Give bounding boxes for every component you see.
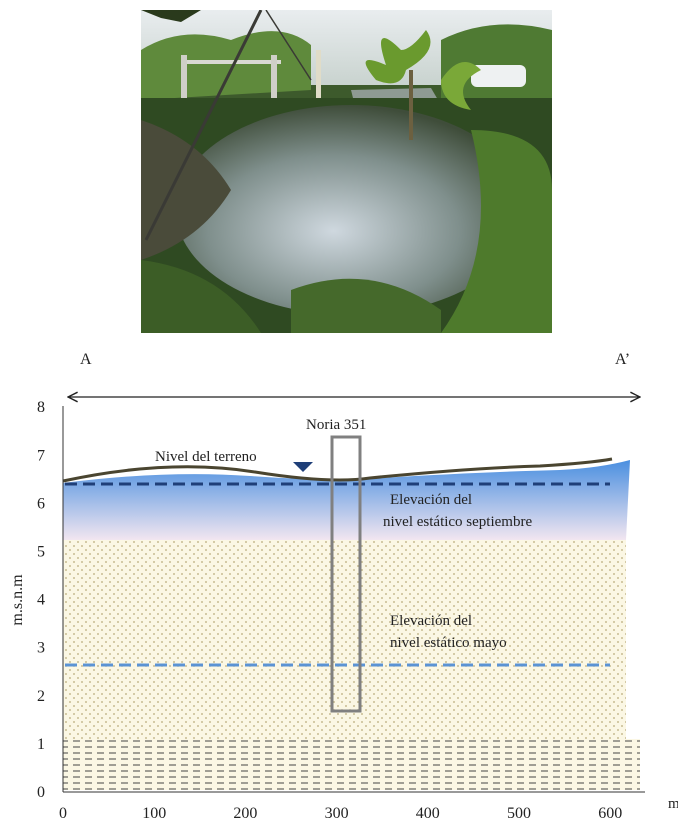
x-tick-label: 500 [507, 805, 531, 822]
well-label: Noria 351 [306, 417, 366, 433]
sand-layer [63, 540, 626, 739]
y-tick-labels: 0 1 2 3 4 5 6 7 8 [37, 399, 45, 801]
september-label-line1: Elevación del [390, 492, 472, 508]
y-tick-label: 1 [37, 736, 45, 753]
y-tick-label: 5 [37, 544, 45, 561]
y-tick-label: 0 [37, 784, 45, 801]
september-label-line2: nivel estático septiembre [383, 514, 532, 530]
may-label-line1: Elevación del [390, 613, 472, 629]
endpoint-a-label: A [80, 351, 92, 368]
terrain-label: Nivel del terreno [155, 449, 257, 465]
y-tick-label: 4 [37, 592, 45, 609]
x-tick-label: 300 [325, 805, 349, 822]
x-tick-label: 0 [59, 805, 67, 822]
x-tick-labels: 0 100 200 300 400 500 600 [59, 805, 622, 822]
well-noria-351 [330, 435, 362, 713]
field-photo [141, 10, 552, 333]
y-axis-label: m.s.n.m [9, 574, 26, 626]
x-tick-label: 600 [598, 805, 622, 822]
saturated-zone [63, 460, 630, 540]
x-tick-label: 200 [233, 805, 257, 822]
endpoint-a-prime-label: A’ [615, 351, 630, 368]
y-tick-label: 2 [37, 688, 45, 705]
may-label-line2: nivel estático mayo [390, 635, 507, 651]
water-table-triangle-icon [293, 462, 313, 472]
terrain-line [62, 457, 613, 483]
x-unit-label: m [668, 796, 678, 812]
x-tick-label: 400 [416, 805, 440, 822]
y-tick-label: 3 [37, 640, 45, 657]
clay-layer [63, 739, 640, 790]
y-tick-label: 8 [37, 399, 45, 416]
y-tick-label: 7 [37, 447, 45, 464]
x-tick-label: 100 [142, 805, 166, 822]
y-tick-label: 6 [37, 495, 45, 512]
